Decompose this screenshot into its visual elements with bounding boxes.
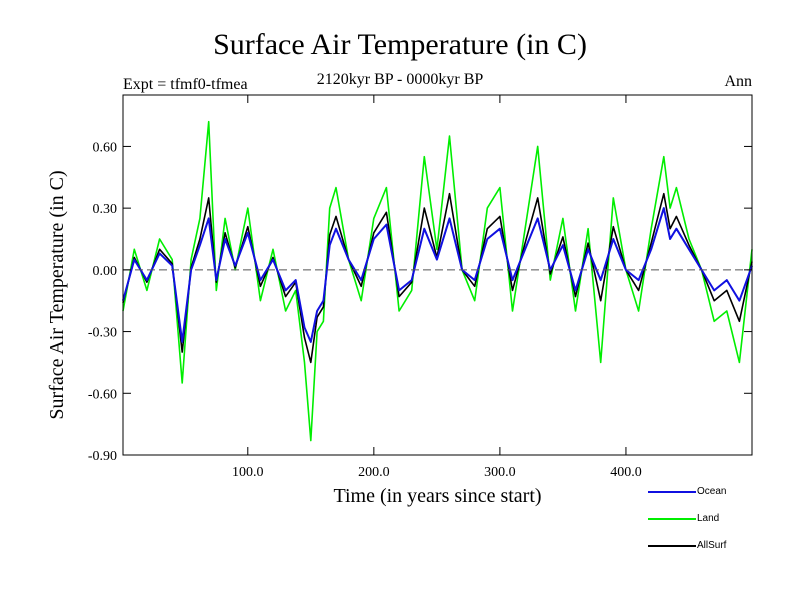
legend-label-allsurf: AllSurf bbox=[697, 540, 727, 551]
y-tick-label: -0.30 bbox=[88, 326, 117, 341]
plot-series-group bbox=[122, 120, 753, 442]
y-tick-label: -0.60 bbox=[88, 387, 117, 402]
legend-item-ocean: Ocean bbox=[648, 485, 758, 499]
x-tick-label: 100.0 bbox=[232, 465, 264, 480]
x-axis-label: Time (in years since start) bbox=[333, 485, 541, 507]
chart-subtitle: 2120kyr BP - 0000kyr BP bbox=[316, 71, 484, 88]
x-tick-label: 400.0 bbox=[610, 465, 642, 480]
plot-frame bbox=[122, 94, 753, 456]
legend-item-allsurf: AllSurf bbox=[648, 539, 758, 553]
y-axis-label: Surface Air Temperature (in C) bbox=[46, 170, 68, 419]
legend-label-ocean: Ocean bbox=[697, 486, 727, 497]
axes-group: -0.90 -0.60 -0.30 0.00 0.30 0.60 100.0 200.0 300… bbox=[88, 95, 752, 480]
y-tick-label: 0.30 bbox=[93, 202, 118, 217]
legend-swatch-ocean bbox=[648, 491, 696, 493]
experiment-label: Expt = tfmf0-tfmea bbox=[123, 76, 248, 93]
y-tick-label: 0.60 bbox=[93, 140, 118, 155]
x-tick-label: 200.0 bbox=[358, 465, 390, 480]
series-line-ocean bbox=[122, 207, 753, 343]
x-tick-label: 300.0 bbox=[484, 465, 516, 480]
legend-swatch-allsurf bbox=[648, 545, 696, 547]
legend-swatch-land bbox=[648, 518, 696, 520]
series-line-land bbox=[122, 120, 753, 442]
legend-label-land: Land bbox=[697, 513, 720, 524]
period-label: Ann bbox=[724, 73, 752, 90]
chart-title: Surface Air Temperature (in C) bbox=[213, 28, 587, 61]
y-tick-label: -0.90 bbox=[88, 449, 117, 464]
legend-item-land: Land bbox=[648, 512, 758, 526]
y-tick-label: 0.00 bbox=[93, 264, 118, 279]
